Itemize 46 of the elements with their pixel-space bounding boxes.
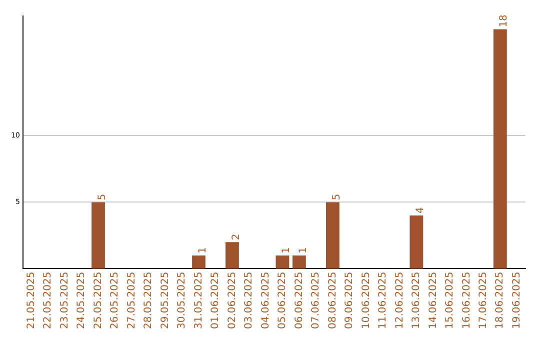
bar xyxy=(226,242,239,269)
x-tick-label: 31.05.2025 xyxy=(193,272,204,330)
x-tick-label: 24.05.2025 xyxy=(76,272,88,330)
bar xyxy=(410,216,424,269)
x-tick-label: 10.06.2025 xyxy=(360,272,372,330)
x-tick-label: 01.06.2025 xyxy=(210,272,222,330)
x-tick-label: 12.06.2025 xyxy=(394,272,406,330)
x-tick-label: 23.05.2025 xyxy=(59,272,70,330)
x-tick-label: 21.05.2025 xyxy=(26,272,37,330)
x-tick-label: 28.05.2025 xyxy=(143,272,154,330)
data-label: 18 xyxy=(498,14,510,28)
x-tick-label: 26.05.2025 xyxy=(110,272,121,330)
x-tick-label: 29.05.2025 xyxy=(160,272,171,330)
data-label: 5 xyxy=(96,194,108,200)
x-tick-label: 14.06.2025 xyxy=(428,272,439,330)
x-tick-label: 17.06.2025 xyxy=(478,272,490,330)
x-tick-label: 18.06.2025 xyxy=(494,272,506,330)
x-tick-label: 04.06.2025 xyxy=(260,272,272,330)
x-tick-label: 16.06.2025 xyxy=(461,272,472,330)
data-label: 5 xyxy=(331,194,342,200)
data-label: 2 xyxy=(230,234,242,240)
data-label: 1 xyxy=(281,247,292,254)
x-tick-label: 02.06.2025 xyxy=(226,272,238,330)
bar xyxy=(192,255,206,269)
bar xyxy=(326,202,340,269)
x-tick-label: 06.06.2025 xyxy=(294,272,305,330)
x-tick-label: 13.06.2025 xyxy=(411,272,422,330)
x-tick-label: 07.06.2025 xyxy=(310,272,322,330)
x-tick-label: 25.05.2025 xyxy=(92,272,104,330)
x-tick-label: 08.06.2025 xyxy=(327,272,338,330)
x-tick-label: 30.05.2025 xyxy=(176,272,188,330)
bar xyxy=(493,29,507,269)
bar xyxy=(292,255,306,269)
data-label: 1 xyxy=(298,247,309,254)
bar xyxy=(92,202,105,269)
x-tick-label: 05.06.2025 xyxy=(277,272,288,330)
x-tick-label: 19.06.2025 xyxy=(511,272,522,330)
data-label: 4 xyxy=(415,207,426,214)
data-label: 1 xyxy=(197,247,208,254)
x-tick-label: 15.06.2025 xyxy=(444,272,456,330)
x-tick-label: 09.06.2025 xyxy=(344,272,356,330)
x-tick-label: 11.06.2025 xyxy=(378,272,389,330)
x-tick-label: 03.06.2025 xyxy=(244,272,255,330)
x-tick-label: 22.05.2025 xyxy=(42,272,54,330)
x-tick-label: 27.05.2025 xyxy=(126,272,138,330)
bar xyxy=(276,255,290,269)
